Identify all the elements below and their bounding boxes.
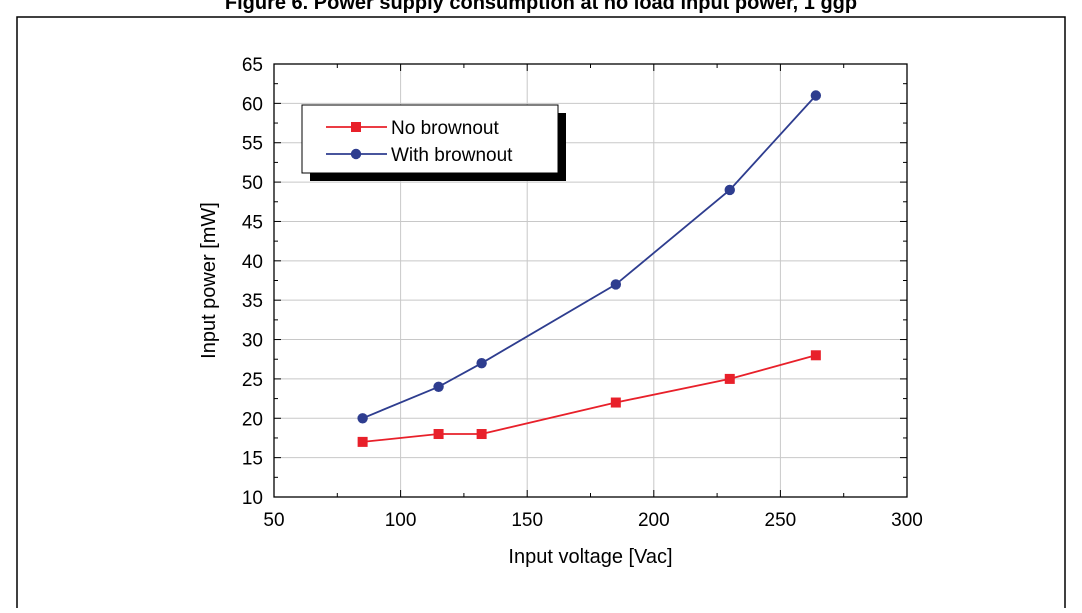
figure-border (16, 16, 1066, 613)
data-point-circle (350, 148, 362, 160)
y-tick-label: 40 (242, 252, 263, 273)
data-point-circle (610, 279, 622, 290)
legend-label: No brownout (391, 118, 499, 139)
series-1 (357, 90, 822, 424)
legend-label: With brownout (391, 145, 513, 166)
data-point-circle (433, 381, 444, 392)
data-point-square (724, 373, 735, 384)
x-axis-title: Input voltage [Vac] (508, 546, 672, 568)
data-point-circle (724, 184, 735, 196)
y-axis-title: Input power [mW] (198, 202, 220, 359)
data-point-circle (357, 413, 368, 424)
axes: 50 100 150 200 250 300 10 15 20 25 30 35 40 45 50 55 60 6… (242, 55, 923, 531)
y-tick-label: 35 (242, 291, 263, 312)
data-point-square (610, 397, 621, 408)
series-0 (357, 350, 821, 447)
y-tick-label: 30 (242, 331, 263, 352)
data-point-circle (476, 357, 487, 369)
series-line (362, 354, 817, 443)
y-tick-label: 50 (242, 173, 263, 194)
x-tick-label: 150 (511, 510, 543, 531)
x-tick-label: 50 (263, 510, 284, 531)
figure-title: Figure 6. Power supply consumption at no… (224, 0, 858, 14)
data-point-circle (810, 90, 822, 101)
data-point-square (476, 429, 487, 440)
series-layer (357, 90, 822, 447)
x-tick-label: 200 (638, 510, 670, 531)
data-point-square (810, 350, 821, 361)
x-tick-label: 100 (385, 510, 417, 531)
x-tick-label: 250 (765, 510, 797, 531)
y-tick-label: 20 (242, 409, 263, 430)
legend-box (301, 104, 559, 174)
y-tick-label: 15 (242, 449, 263, 470)
series-line (362, 94, 817, 420)
y-tick-label: 10 (242, 488, 263, 509)
y-tick-label: 65 (242, 55, 263, 76)
x-tick-label: 300 (891, 510, 923, 531)
data-point-square (351, 122, 361, 132)
y-tick-label: 25 (242, 370, 263, 391)
legend: No brownout With brownout (301, 104, 566, 181)
y-tick-label: 55 (242, 134, 263, 155)
data-point-square (433, 429, 444, 440)
y-tick-label: 45 (242, 212, 263, 233)
y-tick-label: 60 (242, 94, 263, 115)
data-point-square (357, 436, 368, 447)
